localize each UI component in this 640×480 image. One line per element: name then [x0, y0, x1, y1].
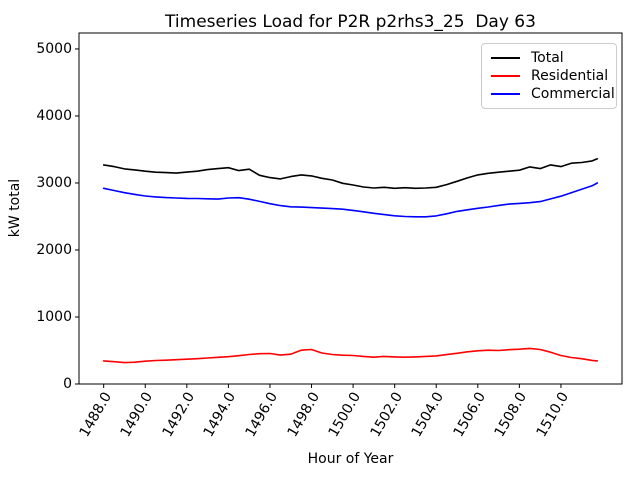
series-line-commercial	[102, 182, 599, 218]
series-line-total	[102, 158, 599, 190]
legend-line-residential-icon	[491, 75, 520, 77]
x-axis-label: Hour of Year	[307, 451, 394, 467]
y-tick-label: 2000	[36, 241, 72, 258]
legend: Total Residential Commercial	[481, 43, 617, 109]
legend-line-total-icon	[491, 57, 520, 59]
y-tick-label: 5000	[36, 40, 72, 57]
y-axis-label: kW total	[7, 178, 23, 238]
y-tick-label: 4000	[36, 107, 72, 124]
legend-label-total: Total	[531, 50, 564, 66]
legend-label-commercial: Commercial	[531, 86, 615, 102]
chart-title: Timeseries Load for P2R p2rhs3_25 Day 63	[165, 12, 536, 32]
series-line-residential	[102, 347, 599, 364]
y-tick-label: 0	[63, 376, 72, 392]
y-tick-label: 1000	[36, 308, 72, 325]
legend-label-residential: Residential	[531, 68, 609, 84]
y-tick-label: 3000	[36, 174, 72, 191]
legend-item-commercial: Commercial	[491, 87, 615, 101]
plot-border	[78, 32, 623, 385]
legend-item-total: Total	[491, 51, 607, 65]
legend-item-residential: Residential	[491, 68, 609, 84]
legend-line-commercial-icon	[491, 93, 520, 95]
